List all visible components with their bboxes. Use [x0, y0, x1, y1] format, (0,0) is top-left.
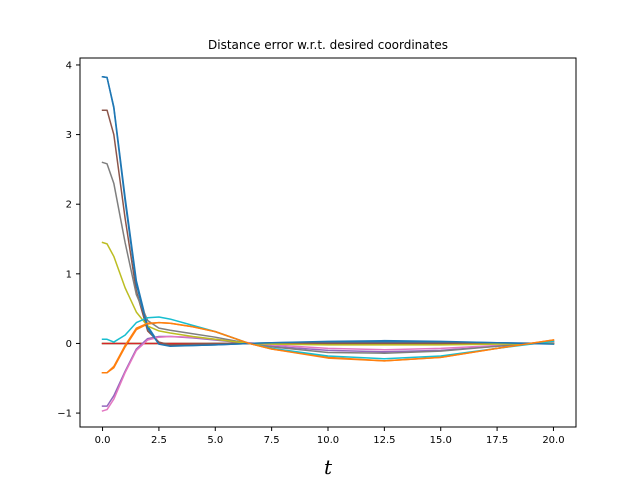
y-tick-label: 1	[66, 269, 72, 280]
series-line-9	[101, 241, 555, 346]
x-axis-label: t	[324, 455, 333, 479]
x-tick-label: 20.0	[542, 435, 564, 446]
series-line-11	[101, 75, 555, 347]
series-line-6	[101, 109, 555, 346]
x-tick-label: 15.0	[430, 435, 452, 446]
chart-title: Distance error w.r.t. desired coordinate…	[208, 38, 448, 52]
y-tick-label: 0	[66, 339, 72, 350]
series-line-8	[101, 161, 555, 354]
x-axis-ticks: 0.0 2.5 5.0 7.5 10.0 12.5 15.0 17.5 20.0	[95, 427, 565, 446]
plot-frame	[79, 57, 577, 428]
y-tick-label: 4	[66, 60, 72, 71]
x-tick-label: 7.5	[264, 435, 280, 446]
x-tick-label: 17.5	[486, 435, 508, 446]
x-tick-label: 10.0	[317, 435, 339, 446]
series-line-10	[101, 316, 555, 360]
series-group	[101, 75, 555, 412]
x-tick-label: 12.5	[373, 435, 395, 446]
y-tick-label: −1	[57, 409, 72, 420]
x-tick-label: 5.0	[207, 435, 223, 446]
y-tick-label: 3	[66, 130, 72, 141]
y-tick-label: 2	[66, 200, 72, 211]
series-line-12	[101, 321, 555, 374]
x-tick-label: 0.0	[95, 435, 111, 446]
series-line-1	[101, 75, 555, 347]
y-axis-ticks: −1 0 1 2 3 4	[57, 60, 80, 420]
x-tick-label: 2.5	[151, 435, 167, 446]
